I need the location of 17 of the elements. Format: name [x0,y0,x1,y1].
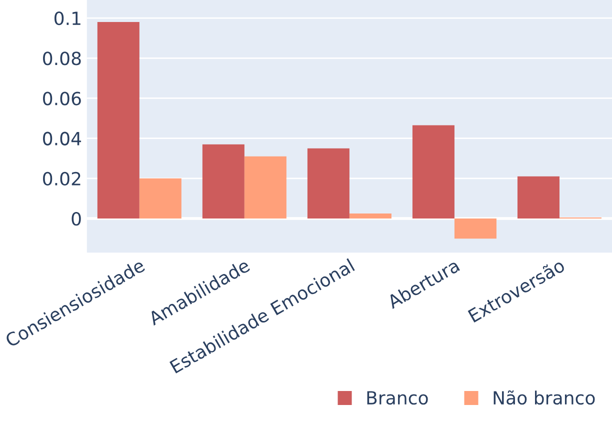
y-tick-label: 0.04 [43,132,82,146]
legend-label: Branco [367,391,428,405]
bar [412,125,454,219]
bar [202,144,244,219]
bar [307,148,350,219]
y-tick-label: 0.08 [43,52,81,66]
bar [454,218,496,239]
bar [349,214,392,219]
y-tick-label: 0 [72,212,81,226]
bar [517,176,560,219]
bar [139,178,182,219]
bar [244,156,286,219]
y-tick-label: 0.02 [43,172,80,186]
legend-label: Não branco [494,390,595,405]
bar [97,22,140,219]
y-tick-label: 0.06 [43,92,81,106]
y-tick-label: 0.1 [54,12,80,26]
